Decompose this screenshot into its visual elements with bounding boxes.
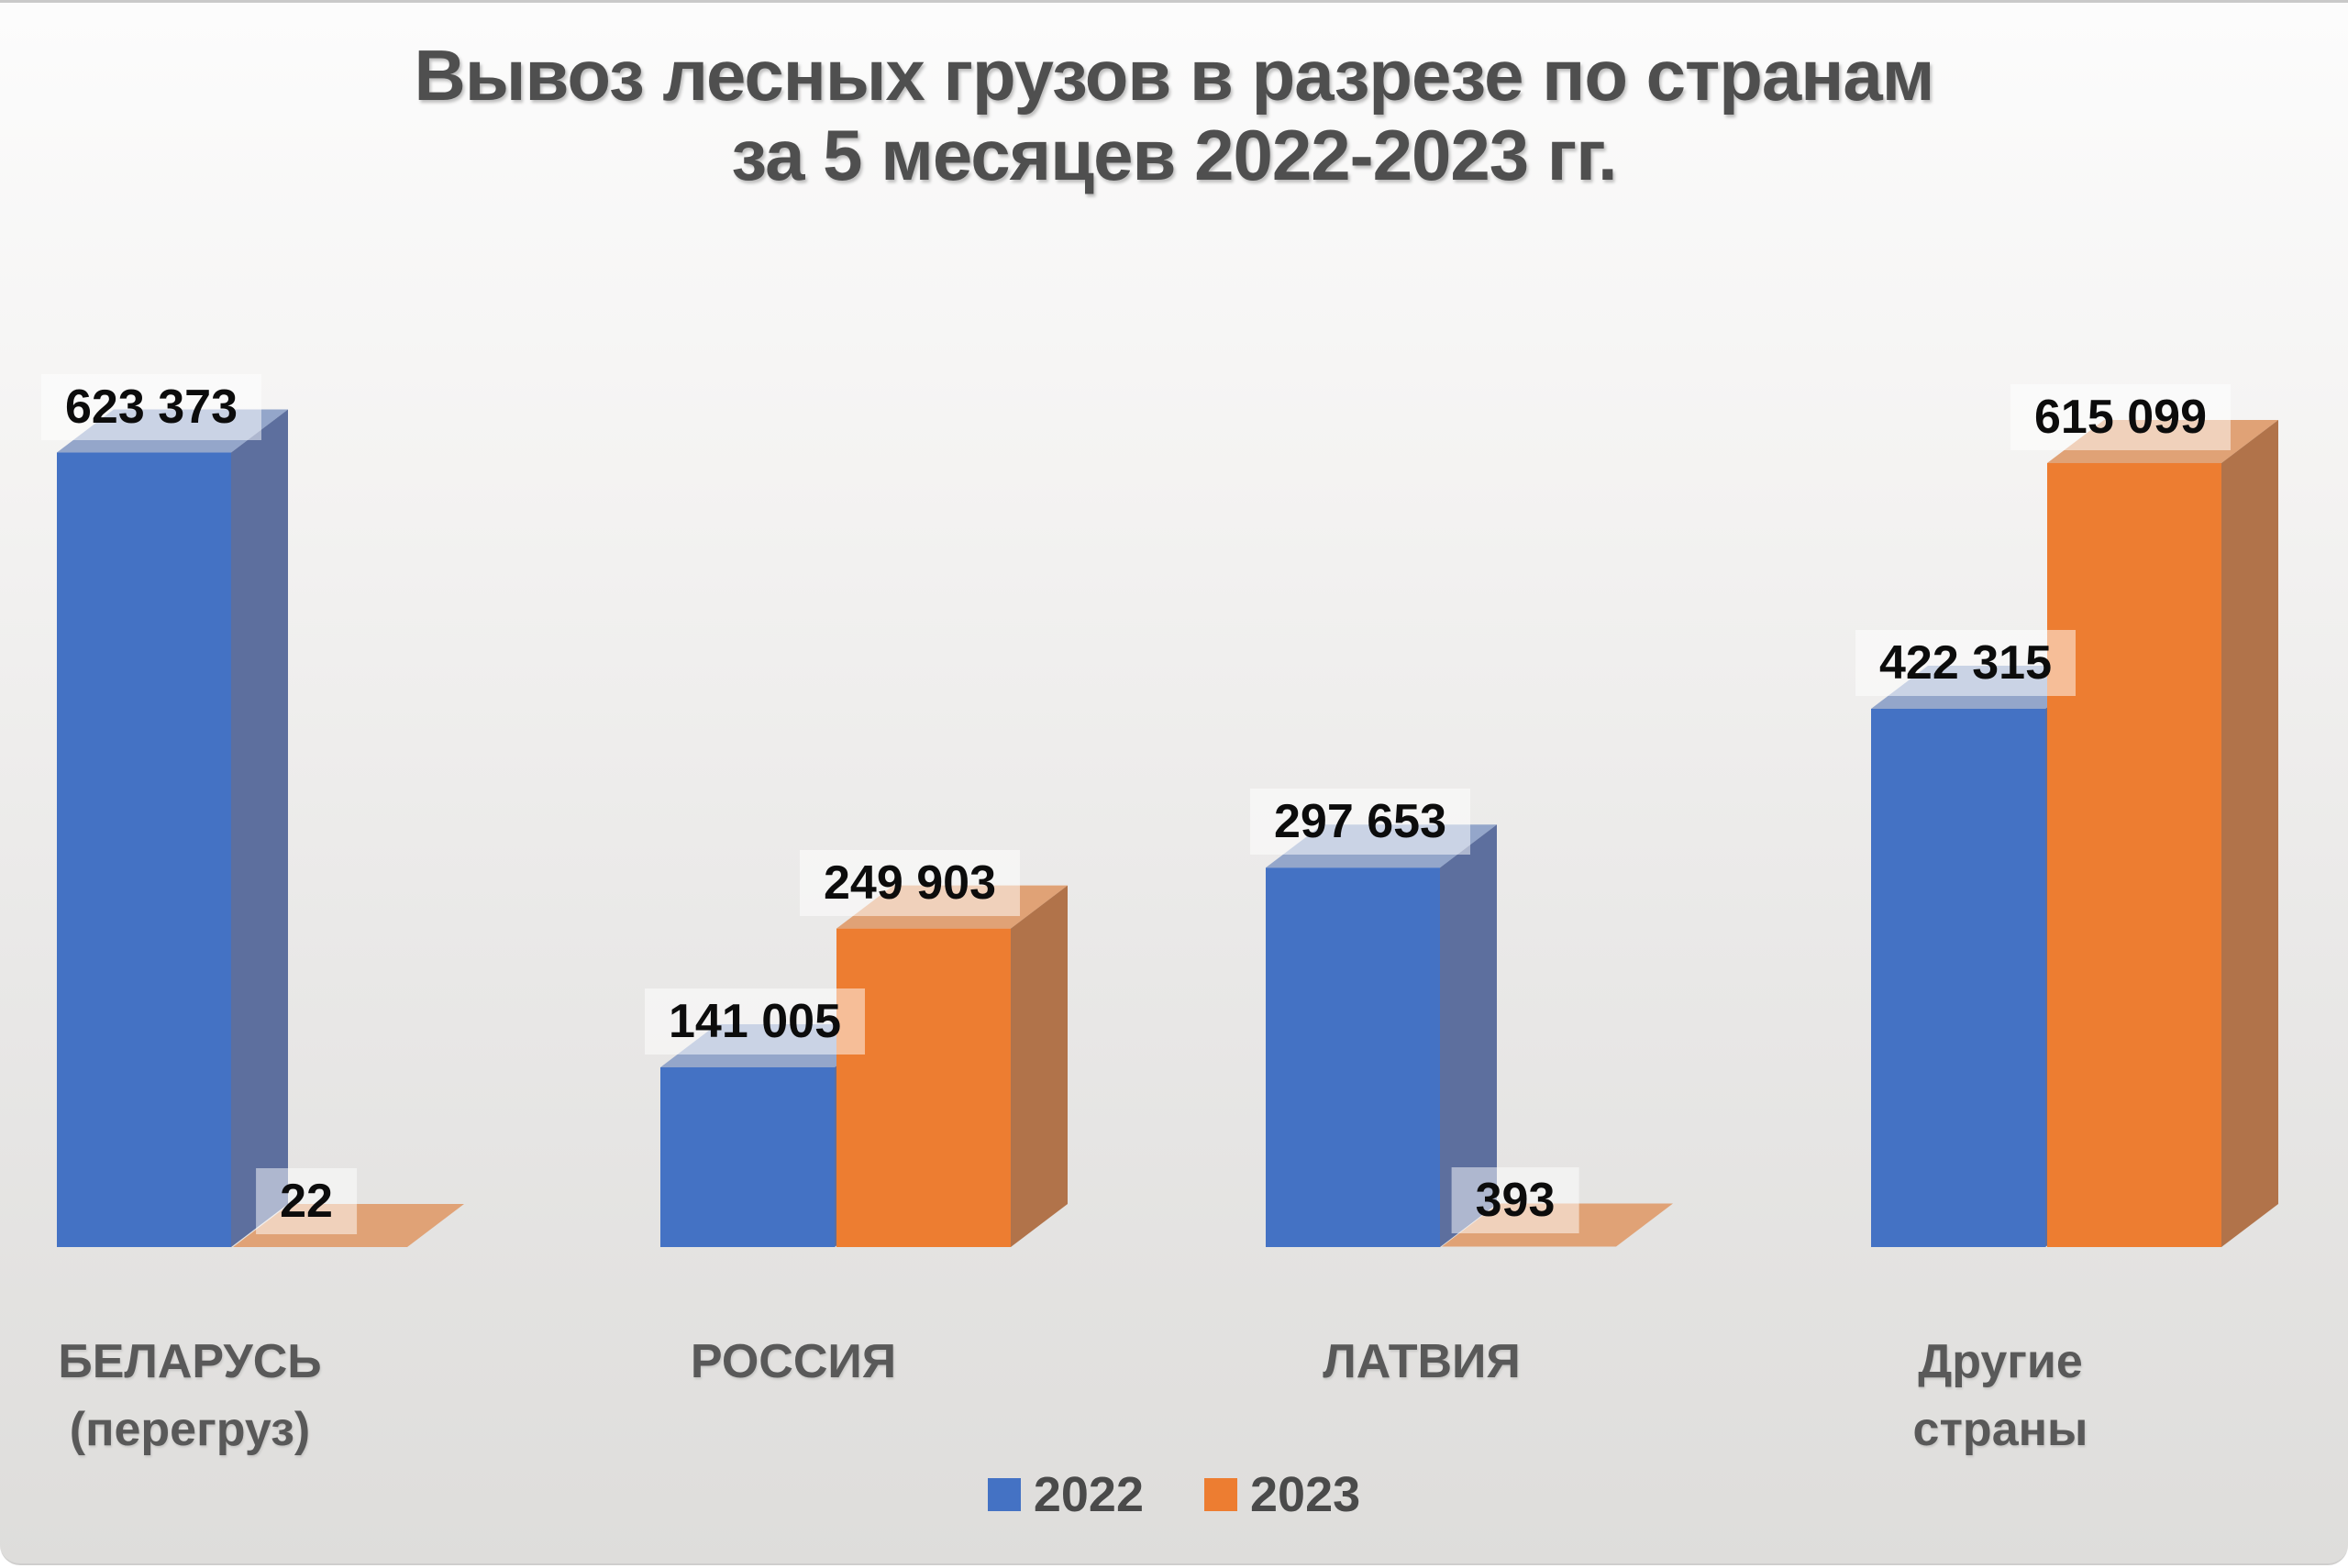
- value-label: 141 005: [645, 988, 865, 1055]
- chart-title-line2: за 5 месяцев 2022-2023 гг.: [731, 115, 1617, 196]
- value-label: 22: [256, 1167, 357, 1234]
- value-label: 623 373: [41, 373, 261, 440]
- value-label: 297 653: [1250, 789, 1470, 856]
- bar-2022-2: [1266, 824, 1497, 1247]
- value-label: 422 315: [1855, 629, 2076, 696]
- value-label: 393: [1451, 1167, 1579, 1234]
- value-label: 615 099: [2010, 384, 2231, 450]
- category-label: РОССИЯ: [690, 1335, 897, 1388]
- labels-layer: 623 373 22 БЕЛАРУСЬ (перегруз) 141 005 249 9…: [0, 3, 2348, 1563]
- legend-item-2022: 2022: [987, 1466, 1144, 1523]
- chart-title: Вывоз лесных грузов в разрезе по странам…: [0, 35, 2348, 196]
- value-label: 249 903: [800, 849, 1020, 916]
- bar-2023-1: [836, 885, 1068, 1247]
- legend-label: 2022: [1033, 1467, 1144, 1522]
- legend-swatch-icon: [1204, 1478, 1237, 1511]
- category-label: БЕЛАРУСЬ (перегруз): [58, 1335, 322, 1456]
- category-label: ЛАТВИЯ: [1323, 1335, 1521, 1388]
- bar-2022-0: [57, 409, 288, 1247]
- category-label: Другие страны: [1912, 1335, 2088, 1456]
- legend-label: 2023: [1250, 1467, 1361, 1522]
- legend-item-2023: 2023: [1204, 1466, 1360, 1523]
- legend-swatch-icon: [987, 1478, 1021, 1511]
- bar-2023-3: [2047, 420, 2278, 1247]
- chart-title-line1: Вывоз лесных грузов в разрезе по странам: [414, 35, 1935, 116]
- legend: 2022 2023: [0, 1466, 2348, 1523]
